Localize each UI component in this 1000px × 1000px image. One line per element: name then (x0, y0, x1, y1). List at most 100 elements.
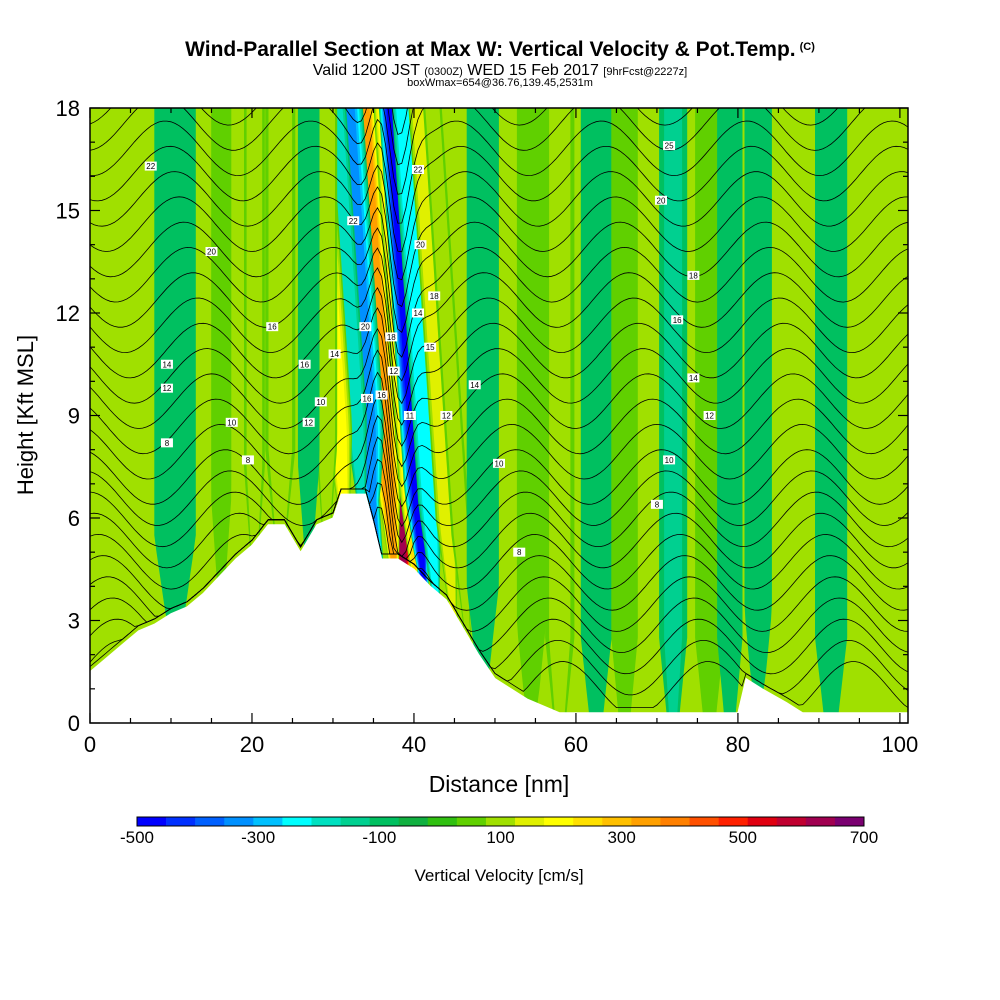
colorbar-swatch (224, 817, 254, 826)
theta-label-bg (403, 411, 416, 420)
theta-contour (90, 415, 908, 544)
x-tick-label: 80 (726, 732, 750, 757)
w-feature (815, 108, 848, 723)
y-tick-label: 3 (68, 609, 80, 634)
theta-label-bg (385, 332, 398, 342)
terrain-profile (90, 493, 908, 723)
box-info: boxWmax=654@36.76,139.45,2531m (407, 77, 593, 89)
w-band (549, 108, 571, 723)
theta-label: 14 (330, 350, 339, 359)
theta-label-bg (302, 417, 315, 427)
theta-label-bg (687, 373, 700, 383)
theta-label-bg (671, 315, 684, 325)
theta-label-bg (650, 499, 663, 509)
w-band (466, 108, 499, 723)
theta-label-bg (360, 393, 373, 403)
colorbar-swatch (631, 817, 661, 826)
x-tick-label: 100 (882, 732, 919, 757)
w-feature (580, 108, 612, 723)
y-axis: 0 3 6 9 12 15 18 (56, 96, 908, 736)
colorbar-tick-label: -500 (120, 828, 154, 847)
theta-label: 12 (304, 418, 313, 427)
theta-contour (90, 247, 908, 382)
theta-contour (90, 482, 908, 590)
theta-label: 14 (689, 374, 698, 383)
subtitle-forecast: [9hrFcst@2227z] (603, 66, 688, 78)
theta-label-bg (493, 458, 505, 468)
colorbar-label: Vertical Velocity [cm/s] (414, 866, 583, 885)
theta-label-bg (266, 322, 279, 332)
theta-label: 12 (162, 384, 171, 393)
theta-contour-labels: 22 20 14 12 8 10 8 16 16 10 12 14 22 20 16 16 18 12 11 14 22… (144, 141, 716, 557)
y-tick-label: 9 (68, 404, 80, 429)
x-tick-label: 20 (240, 732, 264, 757)
theta-label: 22 (349, 217, 358, 226)
subtitle-valid: Valid 1200 JST (312, 62, 420, 79)
theta-contour (90, 186, 908, 308)
theta-label: 8 (517, 548, 522, 557)
w-band (246, 108, 263, 723)
w-band (154, 108, 196, 723)
colorbar-tick-label: -300 (241, 828, 275, 847)
colorbar-tick-label: 700 (850, 828, 878, 847)
theta-label-bg (654, 195, 667, 205)
theta-contour (90, 164, 908, 281)
theta-label-bg (160, 438, 173, 448)
theta-label: 18 (387, 333, 396, 342)
w-feature (297, 108, 320, 723)
theta-label-bg (160, 383, 173, 393)
theta-label: 14 (414, 309, 423, 318)
colorbar-swatch (340, 817, 370, 826)
theta-label: 16 (300, 360, 309, 369)
theta-label-bg (424, 342, 437, 352)
w-feature (265, 108, 296, 723)
colorbar-swatch (689, 817, 719, 826)
theta-contour (90, 267, 908, 405)
colorbar-swatch (544, 817, 574, 826)
theta-label-bg (205, 247, 218, 256)
colorbar-swatch (456, 817, 487, 826)
w-feature (154, 108, 196, 723)
theta-label: 8 (655, 500, 660, 509)
theta-label: 18 (689, 271, 698, 280)
w-band (396, 108, 447, 723)
theta-label: 11 (406, 412, 415, 421)
colorbar-swatch (660, 817, 690, 826)
theta-label-bg (663, 455, 676, 465)
colorbar-swatch (195, 817, 225, 826)
theta-label: 10 (316, 398, 325, 407)
theta-label-bg (347, 216, 360, 226)
x-axis-label: Distance [nm] (429, 771, 570, 797)
theta-label-bg (298, 359, 311, 369)
chart-title: Wind-Parallel Section at Max W: Vertical… (0, 38, 1000, 62)
theta-contour (90, 108, 866, 195)
theta-contour (90, 349, 908, 488)
w-band (297, 108, 320, 723)
w-band (268, 108, 293, 723)
colorbar-swatch (253, 817, 283, 826)
theta-label: 25 (665, 142, 674, 151)
theta-label-bg (440, 411, 453, 420)
theta-label-bg (414, 240, 427, 250)
colorbar-swatch (515, 817, 545, 826)
colorbar-tick-label: 300 (607, 828, 635, 847)
theta-contour (90, 458, 908, 569)
theta-label: 10 (665, 456, 674, 465)
colorbar-swatch (602, 817, 632, 826)
theta-contour (90, 108, 839, 166)
w-feature (244, 108, 265, 723)
theta-label: 12 (442, 412, 451, 421)
subtitle-date: WED 15 Feb 2017 (467, 62, 599, 79)
colorbar-frame (136, 816, 865, 827)
theta-label: 16 (268, 323, 277, 332)
w-feature (744, 108, 772, 723)
theta-contour (90, 227, 908, 358)
subtitle-zulu: (0300Z) (424, 66, 463, 78)
colorbar-tick-label: 100 (486, 828, 514, 847)
colorbar-swatch (485, 817, 516, 826)
y-tick-label: 18 (56, 96, 80, 121)
w-feature (466, 108, 499, 723)
theta-contour (90, 207, 908, 333)
theta-label-bg (225, 417, 238, 427)
